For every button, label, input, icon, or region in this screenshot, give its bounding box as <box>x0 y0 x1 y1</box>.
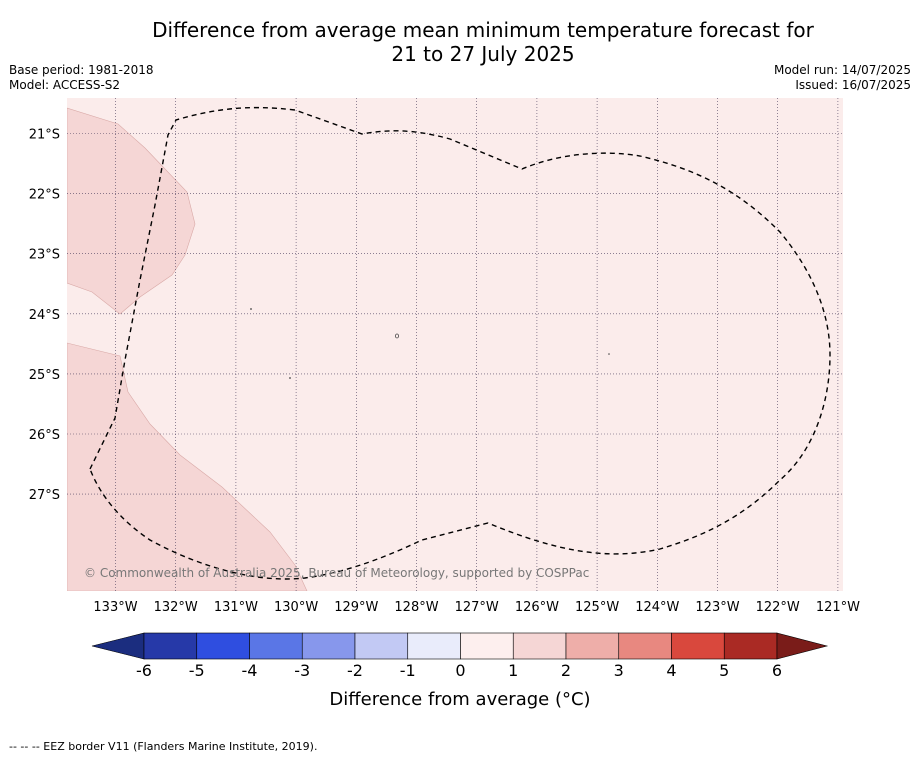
colorbar-tick-label: 4 <box>666 661 676 680</box>
longitude-tick-label: 128°W <box>394 600 438 615</box>
latitude-tick-label: 23°S <box>29 248 60 263</box>
longitude-tick-label: 121°W <box>816 600 860 615</box>
latitude-gridlines <box>67 133 843 495</box>
island-dot <box>608 353 610 355</box>
latitude-tick-label: 21°S <box>29 128 60 143</box>
longitude-tick-label: 125°W <box>575 600 619 615</box>
colorbar-tick-labels: -6 -5 -4 -3 -2 -1 0 1 2 3 4 5 6 <box>136 661 782 680</box>
longitude-tick-label: 132°W <box>154 600 198 615</box>
longitude-tick-label: 129°W <box>334 600 378 615</box>
colorbar-tick-label: 3 <box>614 661 624 680</box>
colorbar-tick-label: 0 <box>455 661 465 680</box>
land-area-south <box>67 342 308 591</box>
longitude-gridlines <box>115 98 839 591</box>
small-islands <box>250 308 610 379</box>
latitude-tick-label: 25°S <box>29 368 60 383</box>
colorbar-bin <box>565 632 620 660</box>
issued-date: Issued: 16/07/2025 <box>795 78 911 92</box>
colorbar-bin <box>618 632 672 660</box>
longitude-tick-label: 127°W <box>455 600 499 615</box>
colorbar-tick-label: 1 <box>508 661 518 680</box>
colorbar-bin <box>143 632 198 660</box>
longitude-tick-label: 133°W <box>93 600 137 615</box>
latitude-tick-label: 27°S <box>29 488 60 503</box>
colorbar-bin <box>354 632 409 660</box>
colorbar-bin <box>407 632 461 660</box>
base-period: Base period: 1981-2018 <box>9 63 154 77</box>
longitude-tick-label: 122°W <box>756 600 800 615</box>
title-line-1: Difference from average mean minimum tem… <box>152 18 814 42</box>
colorbar-tick-label: -2 <box>347 661 363 680</box>
colorbar-bin <box>671 632 725 660</box>
colorbar-bin <box>512 632 567 660</box>
colorbar-bin <box>249 632 303 660</box>
longitude-tick-label: 126°W <box>515 600 559 615</box>
latitude-tick-label: 24°S <box>29 308 60 323</box>
island-outline <box>394 333 399 339</box>
title-line-2: 21 to 27 July 2025 <box>391 42 575 66</box>
colorbar-bin <box>301 632 356 660</box>
land-area-north <box>67 107 196 315</box>
colorbar-over-arrow <box>776 632 829 660</box>
eez-border <box>89 106 831 580</box>
model-name: Model: ACCESS-S2 <box>9 78 121 92</box>
colorbar-tick-label: 6 <box>772 661 782 680</box>
colorbar-tick-label: -1 <box>400 661 416 680</box>
island-dot <box>250 308 252 310</box>
land-areas <box>67 107 308 591</box>
longitude-tick-label: 131°W <box>214 600 258 615</box>
colorbar-title: Difference from average (°C) <box>329 689 590 710</box>
colorbar-tick-label: 2 <box>561 661 571 680</box>
latitude-tick-labels: 21°S 22°S 23°S 24°S 25°S 26°S 27°S <box>29 128 60 504</box>
colorbar-bin <box>460 632 514 660</box>
copyright-text: © Commonwealth of Australia 2025, Bureau… <box>84 566 589 580</box>
longitude-tick-label: 123°W <box>695 600 739 615</box>
colorbar-tick-label: -4 <box>242 661 258 680</box>
colorbar-tick-label: -3 <box>294 661 310 680</box>
colorbar-under-arrow <box>91 632 145 660</box>
island-dot <box>289 377 291 379</box>
colorbar-tick-label: -6 <box>136 661 152 680</box>
meta-right: Model run: 14/07/2025 Issued: 16/07/2025 <box>774 63 911 93</box>
colorbar-tick-label: 5 <box>719 661 729 680</box>
colorbar-bin <box>723 632 778 660</box>
map-title: Difference from average mean minimum tem… <box>0 18 919 66</box>
model-run: Model run: 14/07/2025 <box>773 63 911 77</box>
latitude-tick-label: 22°S <box>29 188 60 203</box>
latitude-tick-label: 26°S <box>29 428 60 443</box>
longitude-tick-label: 124°W <box>635 600 679 615</box>
colorbar-bin <box>196 632 250 660</box>
colorbar-bins <box>143 632 778 660</box>
longitude-tick-labels: 133°W 132°W 131°W 130°W 129°W 128°W 127°W 126°W… <box>93 600 860 615</box>
colorbar-tick-label: -5 <box>189 661 205 680</box>
eez-footnote: -- -- -- EEZ border V11 (Flanders Marine… <box>9 740 318 753</box>
meta-left: Base period: 1981-2018 Model: ACCESS-S2 <box>9 63 154 93</box>
longitude-tick-label: 130°W <box>274 600 318 615</box>
colorbar: -6 -5 -4 -3 -2 -1 0 1 2 3 4 5 6 Difference from aver… <box>91 632 829 710</box>
